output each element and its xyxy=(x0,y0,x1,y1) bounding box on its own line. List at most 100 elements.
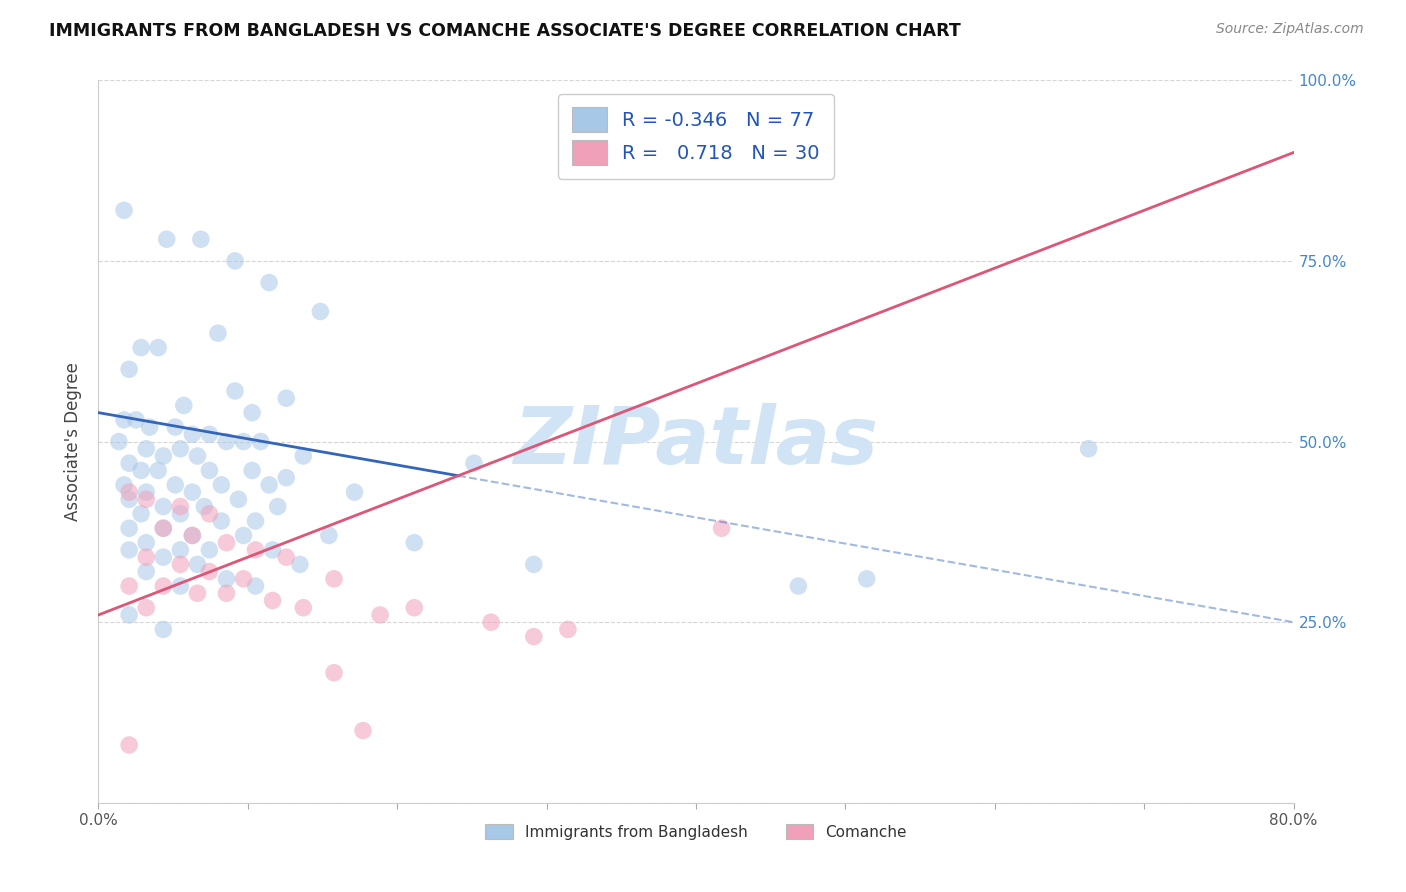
Point xyxy=(118,492,141,507)
Point xyxy=(463,456,485,470)
Point xyxy=(404,535,426,549)
Point xyxy=(276,471,298,485)
Point xyxy=(112,413,135,427)
Point xyxy=(118,607,141,622)
Point xyxy=(135,442,157,456)
Point xyxy=(224,384,246,398)
Point xyxy=(245,542,267,557)
Point xyxy=(323,572,346,586)
Point xyxy=(152,449,174,463)
Point xyxy=(240,463,263,477)
Point xyxy=(169,558,191,572)
Point xyxy=(249,434,271,449)
Point xyxy=(173,398,195,412)
Point xyxy=(152,579,174,593)
Point xyxy=(118,738,141,752)
Point xyxy=(232,528,254,542)
Point xyxy=(118,362,141,376)
Point xyxy=(165,420,187,434)
Point xyxy=(118,542,141,557)
Point xyxy=(165,478,187,492)
Point xyxy=(276,550,298,565)
Point xyxy=(152,550,174,565)
Point xyxy=(232,572,254,586)
Point xyxy=(557,623,579,637)
Point xyxy=(125,413,148,427)
Point xyxy=(152,500,174,514)
Point xyxy=(267,500,290,514)
Point xyxy=(262,593,284,607)
Point xyxy=(135,492,157,507)
Point xyxy=(112,203,135,218)
Point xyxy=(1077,442,1099,456)
Legend: Immigrants from Bangladesh, Comanche: Immigrants from Bangladesh, Comanche xyxy=(479,818,912,846)
Point xyxy=(135,485,157,500)
Point xyxy=(148,463,170,477)
Point xyxy=(181,528,204,542)
Point xyxy=(245,514,267,528)
Point xyxy=(479,615,502,630)
Point xyxy=(135,550,157,565)
Point xyxy=(404,600,426,615)
Point xyxy=(152,623,174,637)
Point xyxy=(245,579,267,593)
Point xyxy=(193,500,215,514)
Point xyxy=(352,723,374,738)
Point xyxy=(156,232,179,246)
Point xyxy=(148,341,170,355)
Point xyxy=(198,507,221,521)
Point xyxy=(181,528,204,542)
Point xyxy=(186,586,208,600)
Point xyxy=(135,600,157,615)
Point xyxy=(129,341,152,355)
Point xyxy=(129,463,152,477)
Point xyxy=(169,579,191,593)
Point xyxy=(138,420,160,434)
Point xyxy=(135,565,157,579)
Point xyxy=(276,391,298,405)
Text: ZIPatlas: ZIPatlas xyxy=(513,402,879,481)
Point xyxy=(288,558,311,572)
Point xyxy=(224,253,246,268)
Y-axis label: Associate's Degree: Associate's Degree xyxy=(65,362,83,521)
Point xyxy=(318,528,340,542)
Point xyxy=(118,521,141,535)
Point xyxy=(198,463,221,477)
Point xyxy=(112,478,135,492)
Point xyxy=(228,492,250,507)
Point xyxy=(118,485,141,500)
Point xyxy=(292,600,315,615)
Point xyxy=(309,304,332,318)
Text: Source: ZipAtlas.com: Source: ZipAtlas.com xyxy=(1216,22,1364,37)
Point xyxy=(215,572,238,586)
Point xyxy=(368,607,391,622)
Point xyxy=(262,542,284,557)
Point xyxy=(523,630,546,644)
Point xyxy=(186,449,208,463)
Point xyxy=(209,478,232,492)
Point xyxy=(215,586,238,600)
Point xyxy=(169,500,191,514)
Point xyxy=(169,542,191,557)
Point xyxy=(118,456,141,470)
Point xyxy=(207,326,229,341)
Point xyxy=(323,665,346,680)
Point xyxy=(343,485,366,500)
Point xyxy=(215,535,238,549)
Point xyxy=(292,449,315,463)
Point xyxy=(215,434,238,449)
Point xyxy=(198,427,221,442)
Point xyxy=(232,434,254,449)
Point xyxy=(198,542,221,557)
Point xyxy=(129,507,152,521)
Point xyxy=(108,434,131,449)
Point xyxy=(169,507,191,521)
Point xyxy=(198,565,221,579)
Point xyxy=(257,276,280,290)
Point xyxy=(152,521,174,535)
Point xyxy=(710,521,733,535)
Point xyxy=(118,579,141,593)
Point xyxy=(169,442,191,456)
Point xyxy=(186,558,208,572)
Point xyxy=(209,514,232,528)
